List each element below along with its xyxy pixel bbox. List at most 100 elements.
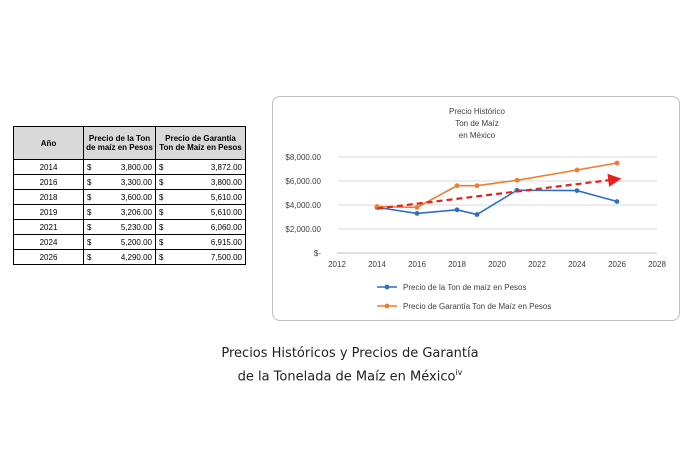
x-tick-label: 2022 — [528, 260, 546, 269]
currency-symbol: $ — [159, 207, 164, 217]
chart-frame: Precio Histórico Ton de Maíz en México $- $2… — [272, 96, 680, 321]
x-tick-label: 2014 — [368, 260, 386, 269]
cell-guarantee-price: $6,060.00 — [155, 219, 246, 235]
currency-symbol: $ — [87, 237, 92, 247]
cell-year: 2016 — [13, 174, 84, 190]
legend-entry: Precio de la Ton de maíz en Pesos — [403, 283, 526, 292]
currency-symbol: $ — [159, 222, 164, 232]
currency-symbol: $ — [87, 177, 92, 187]
cell-value: 5,200.00 — [120, 237, 152, 247]
cell-value: 3,206.00 — [120, 207, 152, 217]
cell-price: $3,206.00 — [83, 204, 156, 220]
series-2-point — [614, 160, 620, 166]
series-2-point — [414, 205, 420, 210]
currency-symbol: $ — [159, 192, 164, 202]
currency-symbol: $ — [87, 222, 92, 232]
cell-value: 6,060.00 — [210, 222, 242, 232]
cell-guarantee-price: $5,610.00 — [155, 204, 246, 220]
cell-price: $3,800.00 — [83, 159, 156, 175]
table-row: 2021 $5,230.00 $6,060.00 — [13, 219, 246, 235]
table-row: 2024 $5,200.00 $6,915.00 — [13, 234, 246, 250]
cell-value: 5,610.00 — [210, 192, 242, 202]
cell-value: 3,800.00 — [120, 162, 152, 172]
series-line-2 — [376, 162, 618, 209]
table-row: 2026 $4,290.00 $7,500.00 — [13, 249, 246, 265]
table-row: 2016 $3,300.00 $3,800.00 — [13, 174, 246, 190]
header-year: Año — [13, 126, 84, 160]
cell-value: 5,230.00 — [120, 222, 152, 232]
chart-title-line: Ton de Maíz — [455, 119, 499, 128]
header-price: Precio de la Ton de maíz en Pesos — [83, 126, 156, 160]
currency-symbol: $ — [159, 177, 164, 187]
series-1-point — [414, 211, 420, 216]
cell-year: 2021 — [13, 219, 84, 235]
currency-symbol: $ — [159, 162, 164, 172]
caption-line-1: Precios Históricos y Precios de Garantía — [221, 346, 479, 361]
currency-symbol: $ — [87, 207, 92, 217]
x-tick-label: 2028 — [648, 260, 666, 269]
cell-value: 6,915.00 — [210, 237, 242, 247]
currency-symbol: $ — [87, 162, 92, 172]
cell-year: 2024 — [13, 234, 84, 250]
cell-value: 3,800.00 — [210, 177, 242, 187]
series-1-point — [574, 188, 580, 193]
series-2-point — [574, 167, 580, 173]
caption-line-2: de la Tonelada de Maíz en Méxicoiv — [0, 368, 700, 384]
x-tick-label: 2020 — [488, 260, 506, 269]
caption-line-2-text: de la Tonelada de Maíz en México — [237, 369, 456, 385]
cell-price: $3,300.00 — [83, 174, 156, 190]
series-2-point — [454, 183, 460, 189]
y-tick-label: $- — [314, 249, 321, 258]
series-1-point — [614, 199, 620, 204]
cell-value: 7,500.00 — [210, 252, 242, 262]
cell-value: 4,290.00 — [120, 252, 152, 262]
table-header-row: Año Precio de la Ton de maíz en Pesos Pr… — [13, 126, 246, 160]
cell-year: 2026 — [13, 249, 84, 265]
series-2-point — [474, 183, 480, 189]
cell-guarantee-price: $5,610.00 — [155, 189, 246, 205]
cell-price: $3,600.00 — [83, 189, 156, 205]
y-tick-label: $2,000.00 — [285, 225, 321, 234]
chart-title-line: en México — [459, 131, 496, 140]
cell-year: 2018 — [13, 189, 84, 205]
x-tick-label: 2026 — [608, 260, 626, 269]
series-1-point — [474, 212, 480, 217]
currency-symbol: $ — [159, 237, 164, 247]
cell-value: 5,610.00 — [210, 207, 242, 217]
cell-guarantee-price: $3,872.00 — [155, 159, 246, 175]
price-chart: Precio Histórico Ton de Maíz en México $- $2… — [285, 107, 666, 311]
legend-entry: Precio de Garantía Ton de Maíz en Pesos — [403, 302, 551, 311]
x-tick-label: 2012 — [328, 260, 346, 269]
legend-swatch-marker — [384, 284, 390, 290]
cell-guarantee-price: $6,915.00 — [155, 234, 246, 250]
cell-price: $5,230.00 — [83, 219, 156, 235]
legend-swatch-marker — [384, 303, 390, 309]
series-2-point — [514, 177, 520, 183]
x-tick-label: 2016 — [408, 260, 426, 269]
table-row: 2014 $3,800.00 $3,872.00 — [13, 159, 246, 175]
cell-price: $5,200.00 — [83, 234, 156, 250]
currency-symbol: $ — [159, 252, 164, 262]
trend-arrow — [376, 173, 622, 210]
cell-value: 3,600.00 — [120, 192, 152, 202]
caption-footnote-marker: iv — [455, 368, 463, 377]
cell-year: 2014 — [13, 159, 84, 175]
currency-symbol: $ — [87, 192, 92, 202]
series-1-point — [454, 207, 460, 213]
price-table: Año Precio de la Ton de maíz en Pesos Pr… — [13, 126, 246, 265]
cell-guarantee-price: $3,800.00 — [155, 174, 246, 190]
chart-title-line: Precio Histórico — [449, 107, 506, 116]
x-tick-label: 2024 — [568, 260, 586, 269]
table-body: 2014 $3,800.00 $3,872.00 2016 $3,300.00 $3,80… — [13, 159, 246, 265]
y-tick-label: $6,000.00 — [285, 177, 321, 186]
cell-value: 3,872.00 — [210, 162, 242, 172]
table-row: 2019 $3,206.00 $5,610.00 — [13, 204, 246, 220]
x-tick-label: 2018 — [448, 260, 466, 269]
y-tick-label: $4,000.00 — [285, 201, 321, 210]
currency-symbol: $ — [87, 252, 92, 262]
cell-guarantee-price: $7,500.00 — [155, 249, 246, 265]
cell-value: 3,300.00 — [120, 177, 152, 187]
cell-year: 2019 — [13, 204, 84, 220]
header-guarantee-price: Precio de Garantía Ton de Maíz en Pesos — [155, 126, 246, 160]
y-tick-label: $8,000.00 — [285, 153, 321, 162]
